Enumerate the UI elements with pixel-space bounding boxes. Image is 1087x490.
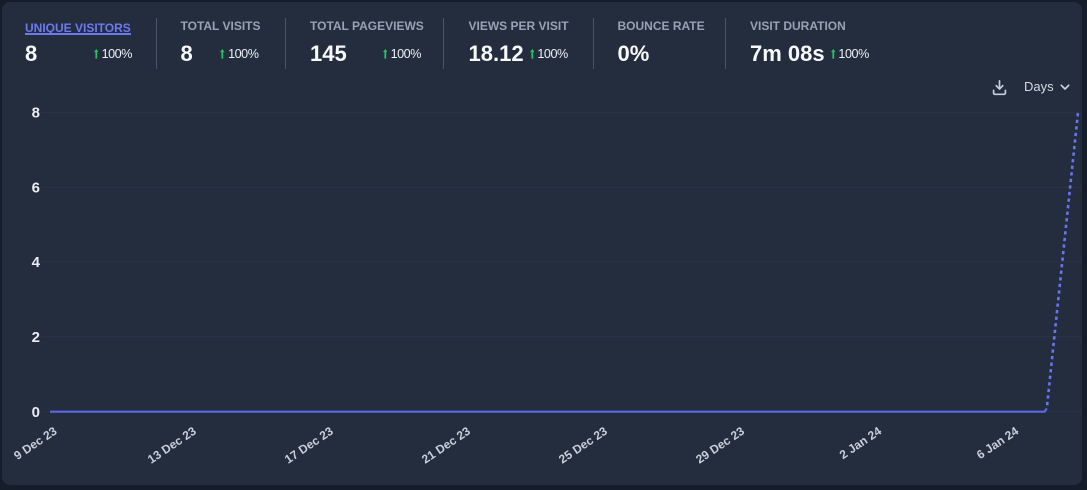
svg-text:2 Jan 24: 2 Jan 24: [837, 424, 884, 462]
svg-text:0: 0: [32, 404, 40, 421]
svg-text:17 Dec 23: 17 Dec 23: [282, 424, 336, 467]
svg-text:21 Dec 23: 21 Dec 23: [419, 424, 473, 467]
svg-text:25 Dec 23: 25 Dec 23: [556, 424, 610, 467]
svg-text:6: 6: [32, 179, 40, 196]
svg-text:6 Jan 24: 6 Jan 24: [974, 424, 1021, 462]
svg-text:13 Dec 23: 13 Dec 23: [145, 424, 199, 467]
svg-text:29 Dec 23: 29 Dec 23: [693, 424, 747, 467]
svg-text:9 Dec 23: 9 Dec 23: [11, 424, 59, 463]
svg-text:4: 4: [32, 254, 41, 271]
svg-text:8: 8: [32, 105, 40, 122]
svg-text:2: 2: [32, 329, 40, 346]
